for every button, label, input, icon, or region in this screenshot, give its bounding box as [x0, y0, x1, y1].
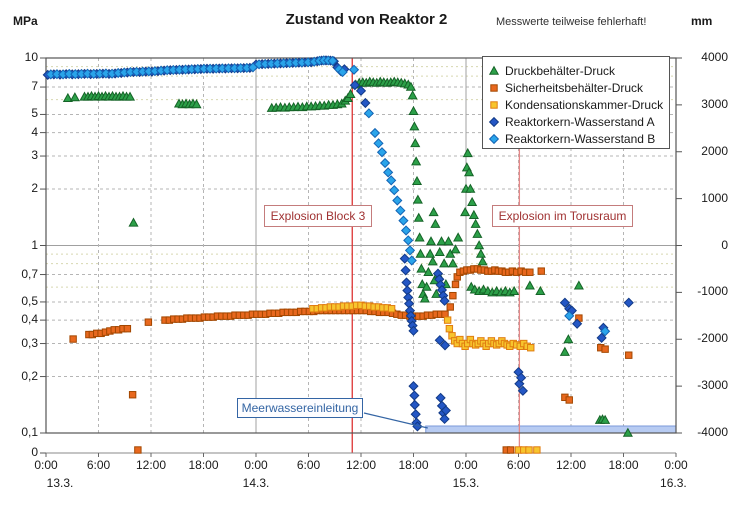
annotation-explosion-torusraum: Explosion im Torusraum [492, 205, 633, 227]
x-time-label: 12:00 [345, 458, 377, 472]
legend: Druckbehälter-Druck Sicherheitsbehälter-… [482, 56, 670, 149]
legend-label: Reaktorkern-Wasserstand B [505, 131, 656, 146]
annotation-meerwassereinleitung: Meerwassereinleitung [237, 398, 363, 418]
right-tick-label: 2000 [701, 143, 728, 158]
left-tick-label: 0,5 [21, 293, 38, 308]
right-axis-unit: mm [691, 14, 713, 28]
x-time-label: 6:00 [296, 458, 321, 472]
right-tick-label: 1000 [701, 190, 728, 205]
x-time-label: 18:00 [188, 458, 219, 472]
x-date-label: 13.3. [46, 476, 74, 490]
left-tick-label: 10 [24, 50, 38, 64]
x-time-label: 0:00 [34, 458, 58, 472]
legend-label: Druckbehälter-Druck [505, 63, 616, 78]
x-date-label: 15.3. [452, 476, 480, 490]
right-tick-label: 3000 [701, 96, 728, 111]
legend-label: Sicherheitsbehälter-Druck [505, 80, 644, 95]
diamond-marker-icon [483, 116, 505, 128]
x-time-label: 12:00 [135, 458, 167, 472]
left-tick-label: 7 [31, 79, 38, 94]
left-tick-label: 0,2 [21, 368, 38, 383]
right-tick-label: 0 [721, 237, 728, 252]
x-time-label: 0:00 [244, 458, 268, 472]
right-tick-label: 4000 [701, 50, 728, 64]
right-tick-label: -3000 [697, 378, 728, 393]
right-tick-label: -1000 [697, 284, 728, 299]
x-date-label: 16.3. [660, 476, 687, 490]
left-tick-label: 2 [31, 181, 38, 196]
right-tick-label: -4000 [697, 425, 728, 439]
legend-item-sicherheitsbehaelter: Sicherheitsbehälter-Druck [483, 79, 669, 96]
legend-label: Reaktorkern-Wasserstand A [505, 114, 655, 129]
annotation-explosion-block3: Explosion Block 3 [264, 205, 372, 227]
left-tick-label: 5 [31, 106, 38, 121]
x-time-label: 12:00 [555, 458, 587, 472]
left-tick-label: 0,1 [21, 425, 38, 439]
diamond-marker-icon [483, 133, 505, 145]
data-quality-note: Messwerte teilweise fehlerhaft! [496, 16, 647, 28]
x-time-label: 0:00 [454, 458, 478, 472]
left-tick-label: 4 [31, 124, 38, 139]
legend-label: Kondensationskammer-Druck [505, 97, 664, 112]
left-axis-unit: MPa [13, 14, 38, 28]
left-tick-label: 0,3 [21, 335, 38, 350]
square-marker-icon [483, 99, 505, 111]
triangle-marker-icon [483, 65, 505, 77]
x-time-label: 6:00 [86, 458, 111, 472]
left-tick-label: 3 [31, 148, 38, 163]
legend-item-wasserstand-a: Reaktorkern-Wasserstand A [483, 113, 669, 130]
left-zero-label: 0 [31, 445, 38, 459]
x-time-label: 0:00 [664, 458, 688, 472]
x-time-label: 18:00 [398, 458, 429, 472]
right-tick-label: -2000 [697, 331, 728, 346]
left-tick-label: 0,4 [21, 312, 38, 327]
x-date-label: 14.3. [242, 476, 270, 490]
chart-title: Zustand von Reaktor 2 [285, 11, 448, 28]
x-time-label: 6:00 [506, 458, 531, 472]
left-tick-label: 1 [31, 237, 38, 252]
legend-item-druckbehaelter: Druckbehälter-Druck [483, 62, 669, 79]
x-time-label: 18:00 [608, 458, 639, 472]
legend-item-wasserstand-b: Reaktorkern-Wasserstand B [483, 130, 669, 147]
legend-item-kondensationskammer: Kondensationskammer-Druck [483, 96, 669, 113]
square-marker-icon [483, 82, 505, 94]
left-tick-label: 0,7 [21, 266, 38, 281]
